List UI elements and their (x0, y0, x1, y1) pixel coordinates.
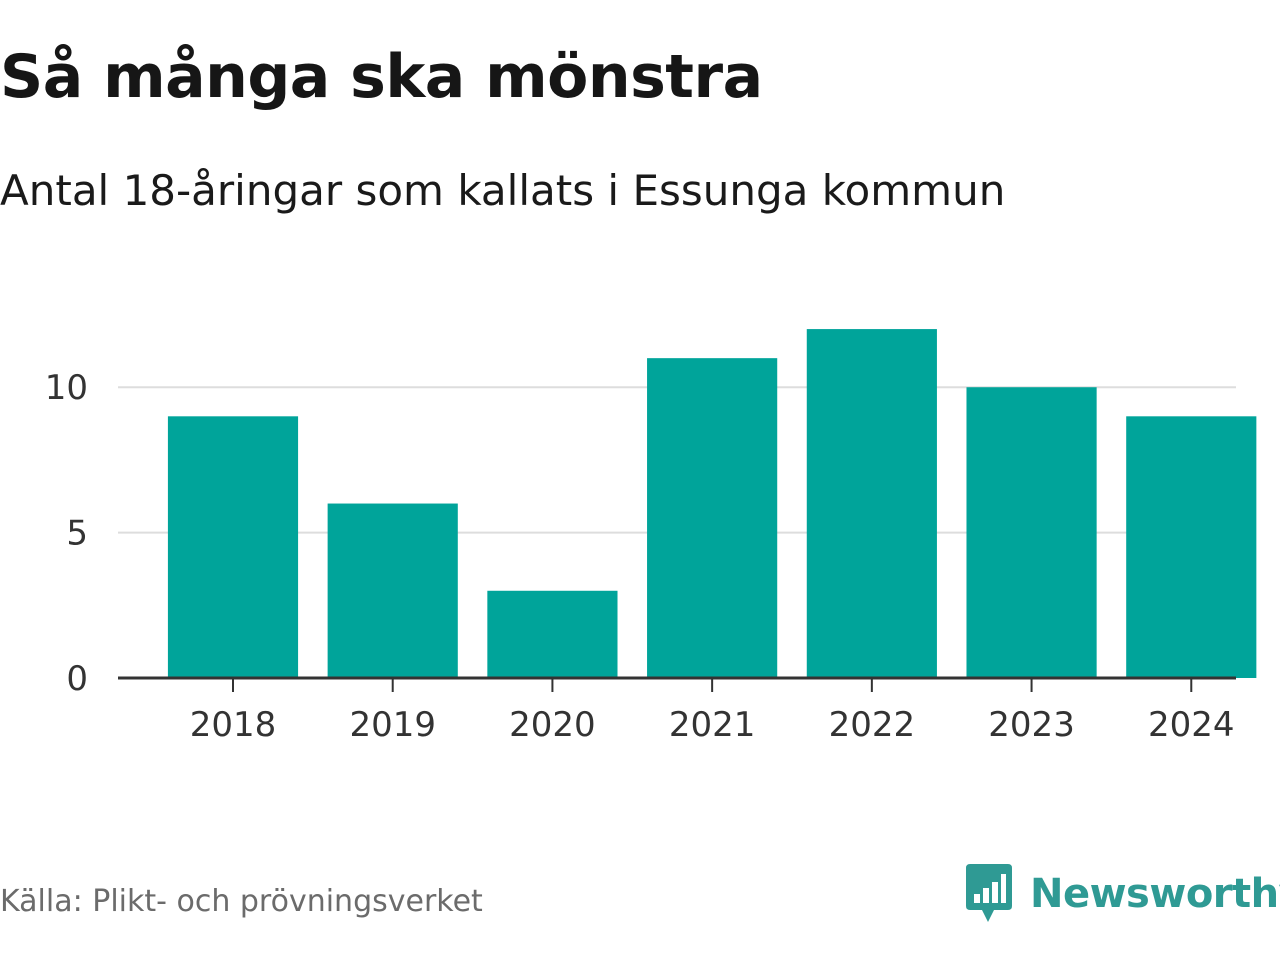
x-tick-label: 2018 (190, 705, 277, 745)
x-tick-label: 2021 (669, 705, 756, 745)
x-tick-label: 2019 (349, 705, 436, 745)
source-note: Källa: Plikt- och prövningsverket (0, 884, 483, 919)
brand-logo-block: Newsworthy (964, 862, 1280, 926)
bar-2022 (806, 329, 937, 678)
y-tick-label: 5 (66, 514, 88, 554)
x-tick-label: 2022 (829, 705, 916, 745)
x-tick-label: 2024 (1148, 705, 1235, 745)
bar-chart-speech-bubble-icon (966, 864, 1012, 922)
x-axis (118, 676, 1236, 692)
bar-2023 (966, 387, 1097, 678)
y-tick-label: 0 (66, 659, 88, 699)
bar-2024 (1126, 416, 1257, 678)
bar-2019 (327, 503, 458, 678)
tick-labels: 0 5 10 2018 2019 2020 2021 2022 2023 2024 (45, 368, 1235, 745)
x-tick-label: 2023 (988, 705, 1075, 745)
chart-title: Så många ska mönstra (0, 42, 763, 112)
y-tick-label: 10 (45, 368, 88, 408)
bar-2021 (647, 358, 778, 678)
chart-subtitle: Antal 18-åringar som kallats i Essunga k… (0, 166, 1006, 215)
bar-2018 (167, 416, 299, 678)
x-tick-label: 2020 (509, 705, 596, 745)
brand-name: Newsworthy (1030, 871, 1280, 917)
bars (167, 329, 1257, 678)
bar-2020 (487, 590, 618, 678)
bar-chart: 0 5 10 2018 2019 2020 2021 2022 2023 2024 (45, 329, 1257, 745)
